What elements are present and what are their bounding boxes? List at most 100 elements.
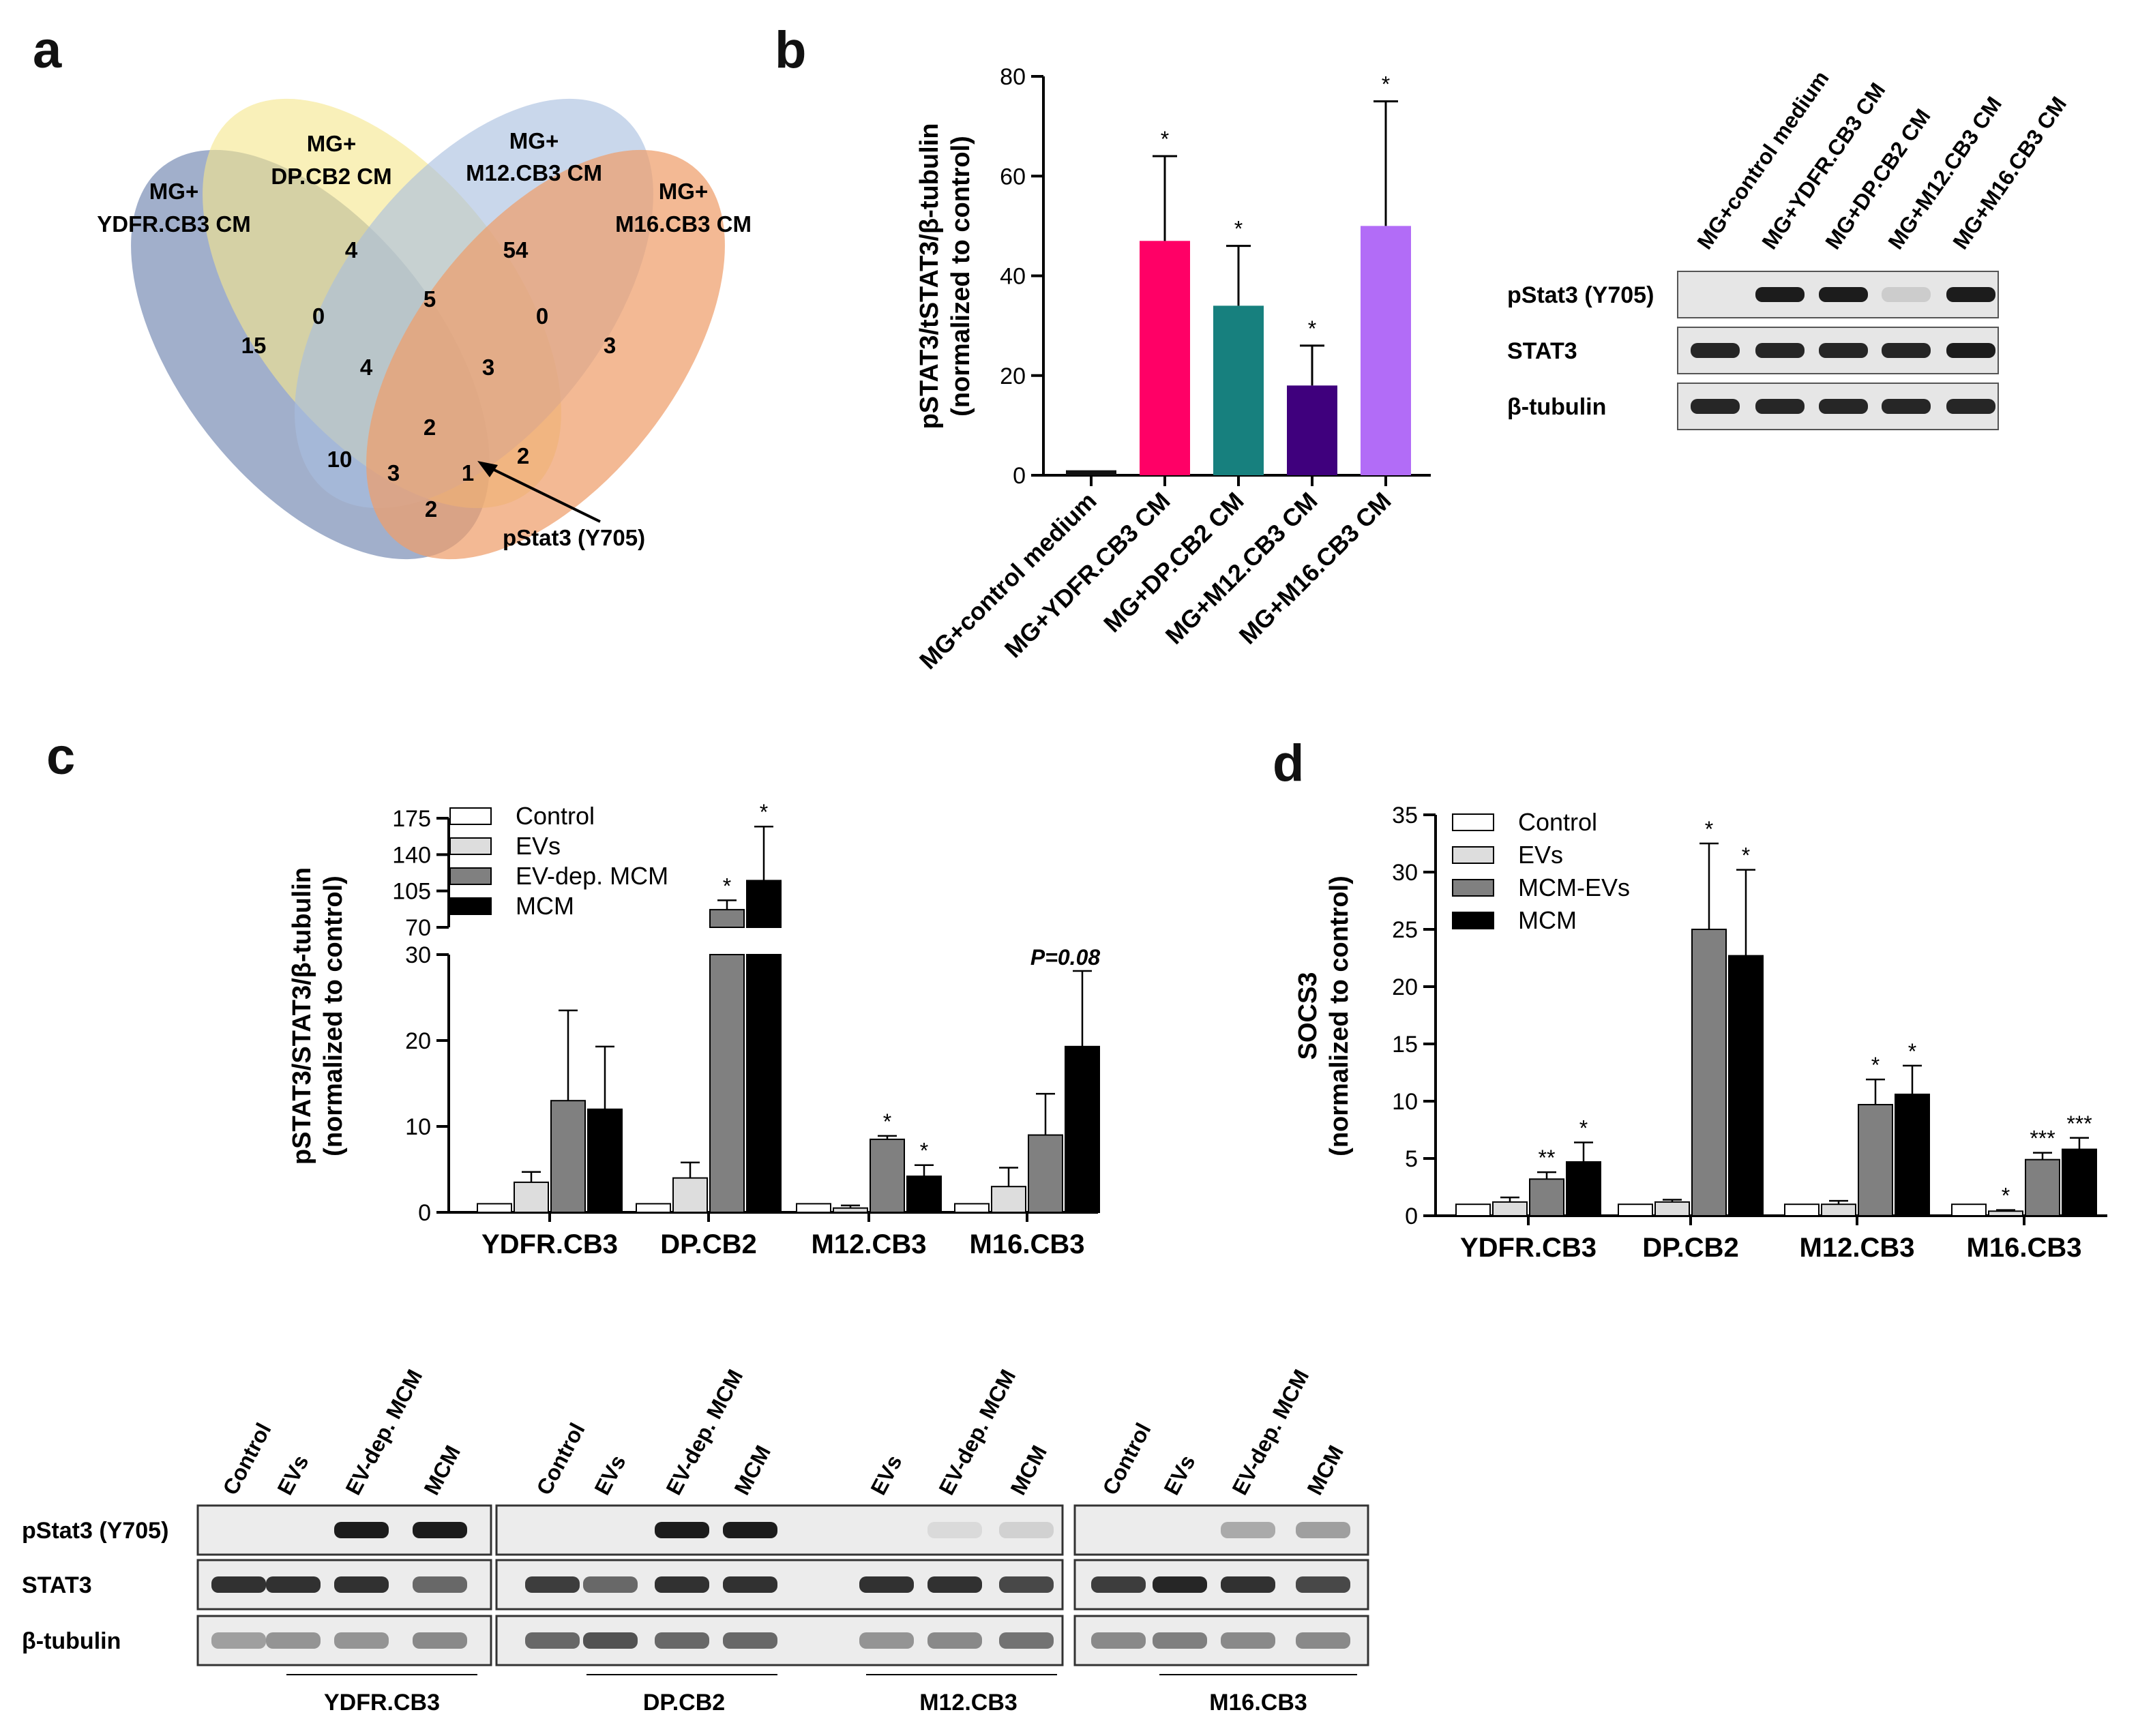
y-axis-label-line: pSTAT3/STAT3/β-tubulin <box>288 867 316 1165</box>
venn-label-3-line1: MG+ <box>509 128 559 153</box>
legend-label: EVs <box>1518 841 1563 869</box>
y-tick-label: 35 <box>1392 803 1418 828</box>
x-tick-label: YDFR.CB3 <box>1460 1233 1597 1263</box>
bar-lower-segment <box>746 954 782 1213</box>
blot-band <box>266 1632 321 1649</box>
legend-swatch <box>1452 879 1494 897</box>
p-value-annotation: P=0.08 <box>1030 945 1101 970</box>
y-tick-label: 25 <box>1392 917 1418 943</box>
blot-band <box>413 1576 467 1593</box>
x-tick-label: M16.CB3 <box>970 1229 1085 1259</box>
blot-band <box>1882 343 1931 358</box>
significance-marker: * <box>1908 1039 1916 1064</box>
blot-lane-label: Control <box>531 1419 589 1499</box>
blot-band <box>1153 1576 1207 1593</box>
y-tick-label: 20 <box>405 1028 431 1054</box>
significance-marker: * <box>883 1109 891 1134</box>
venn-label-4-line1: MG+ <box>659 179 708 204</box>
venn-count: 3 <box>387 460 400 485</box>
venn-count: 0 <box>536 303 548 329</box>
bar <box>1455 1203 1491 1216</box>
blot-band <box>1091 1576 1146 1593</box>
panel-label-d: d <box>1273 734 1305 792</box>
blot-lane-label: EVs <box>272 1451 313 1499</box>
significance-marker: * <box>1705 817 1713 841</box>
y-tick-label: 20 <box>1000 363 1026 389</box>
bar <box>833 1207 868 1213</box>
blot-group-label: YDFR.CB3 <box>324 1690 440 1716</box>
blot-lane-label: EVs <box>865 1451 906 1499</box>
bar <box>1988 1210 2023 1217</box>
blot-row-frame <box>495 1504 1064 1556</box>
blot-band <box>1946 399 1995 414</box>
significance-marker: *** <box>2030 1126 2055 1151</box>
venn-count: 3 <box>482 355 494 380</box>
blot-band <box>1946 287 1995 302</box>
venn-count: 2 <box>424 415 436 440</box>
bar <box>991 1186 1026 1213</box>
blot-band <box>1819 287 1868 302</box>
blot-band <box>1946 343 1995 358</box>
venn-label-1-line1: MG+ <box>149 179 198 204</box>
significance-marker: ** <box>1539 1146 1556 1170</box>
legend-swatch <box>1452 846 1494 864</box>
y-axis-label: pSTAT3/tSTAT3/β-tubulin (normalized to co… <box>915 123 975 430</box>
venn-count: 2 <box>425 496 437 522</box>
venn-diagram: MG+ YDFR.CB3 CM MG+ DP.CB2 CM MG+ M12.CB… <box>97 98 752 560</box>
y-axis-label-line: pSTAT3/tSTAT3/β-tubulin <box>915 123 944 430</box>
bar <box>2062 1148 2097 1217</box>
blot-lane-label: MG+M12.CB3 CM <box>1883 92 2006 254</box>
blot-band <box>999 1576 1054 1593</box>
legend-swatch <box>449 867 492 885</box>
venn-count: 2 <box>517 443 529 468</box>
x-tick-label: M16.CB3 <box>1967 1233 2082 1263</box>
significance-marker: * <box>2002 1184 2010 1208</box>
blot-band <box>655 1632 709 1649</box>
blot-band <box>413 1632 467 1649</box>
bar <box>514 1181 549 1214</box>
panel-label-b: b <box>775 21 807 79</box>
blot-band <box>211 1632 266 1649</box>
blot-band <box>1296 1632 1350 1649</box>
bar <box>1895 1093 1930 1217</box>
bar <box>906 1176 942 1213</box>
venn-label-1-line2: YDFR.CB3 CM <box>97 211 251 237</box>
blot-band <box>1091 1632 1146 1649</box>
x-tick-label: DP.CB2 <box>660 1229 757 1259</box>
blot-row-frame <box>1073 1615 1369 1666</box>
bar <box>1287 385 1337 475</box>
y-tick-label: 70 <box>405 915 431 941</box>
blot-band <box>859 1632 914 1649</box>
blot-band <box>1819 399 1868 414</box>
y-tick-label: 15 <box>1392 1032 1418 1058</box>
y-axis-label: pSTAT3/STAT3/β-tubulin (normalized to con… <box>288 867 348 1165</box>
significance-marker: * <box>920 1139 928 1163</box>
bar <box>477 1203 512 1214</box>
x-tick-label: M12.CB3 <box>812 1229 927 1259</box>
blot-band <box>1296 1576 1350 1593</box>
bar <box>1821 1203 1856 1216</box>
blot-row-label: pStat3 (Y705) <box>22 1518 168 1544</box>
blot-band <box>334 1632 389 1649</box>
y-axis-label: SOCS3 (normalized to control) <box>1294 876 1354 1156</box>
bar <box>1492 1201 1528 1216</box>
blot-row-frame <box>1073 1504 1369 1556</box>
bar <box>1654 1201 1690 1216</box>
chart-b: 0 20 40 60 80 pSTAT3/tSTAT3/β-tubulin (normali… <box>914 64 1431 674</box>
blot-band <box>413 1522 467 1538</box>
bar-upper-segment <box>709 909 745 928</box>
venn-label-2-line2: DP.CB2 CM <box>271 164 391 189</box>
venn-count: 3 <box>604 333 616 358</box>
blot-band <box>1882 287 1931 302</box>
y-tick-label: 5 <box>1405 1146 1418 1172</box>
y-tick-label: 10 <box>1392 1089 1418 1115</box>
blot-band <box>525 1632 580 1649</box>
chart-d: 0 5 10 15 20 25 30 35 SOCS3 (normalized to contro… <box>1294 803 2107 1263</box>
significance-marker: * <box>1579 1116 1588 1140</box>
blot-row-label: β-tubulin <box>1507 394 1606 420</box>
blot-band <box>1755 399 1805 414</box>
blot-band <box>1755 287 1805 302</box>
blot-band <box>1221 1632 1275 1649</box>
